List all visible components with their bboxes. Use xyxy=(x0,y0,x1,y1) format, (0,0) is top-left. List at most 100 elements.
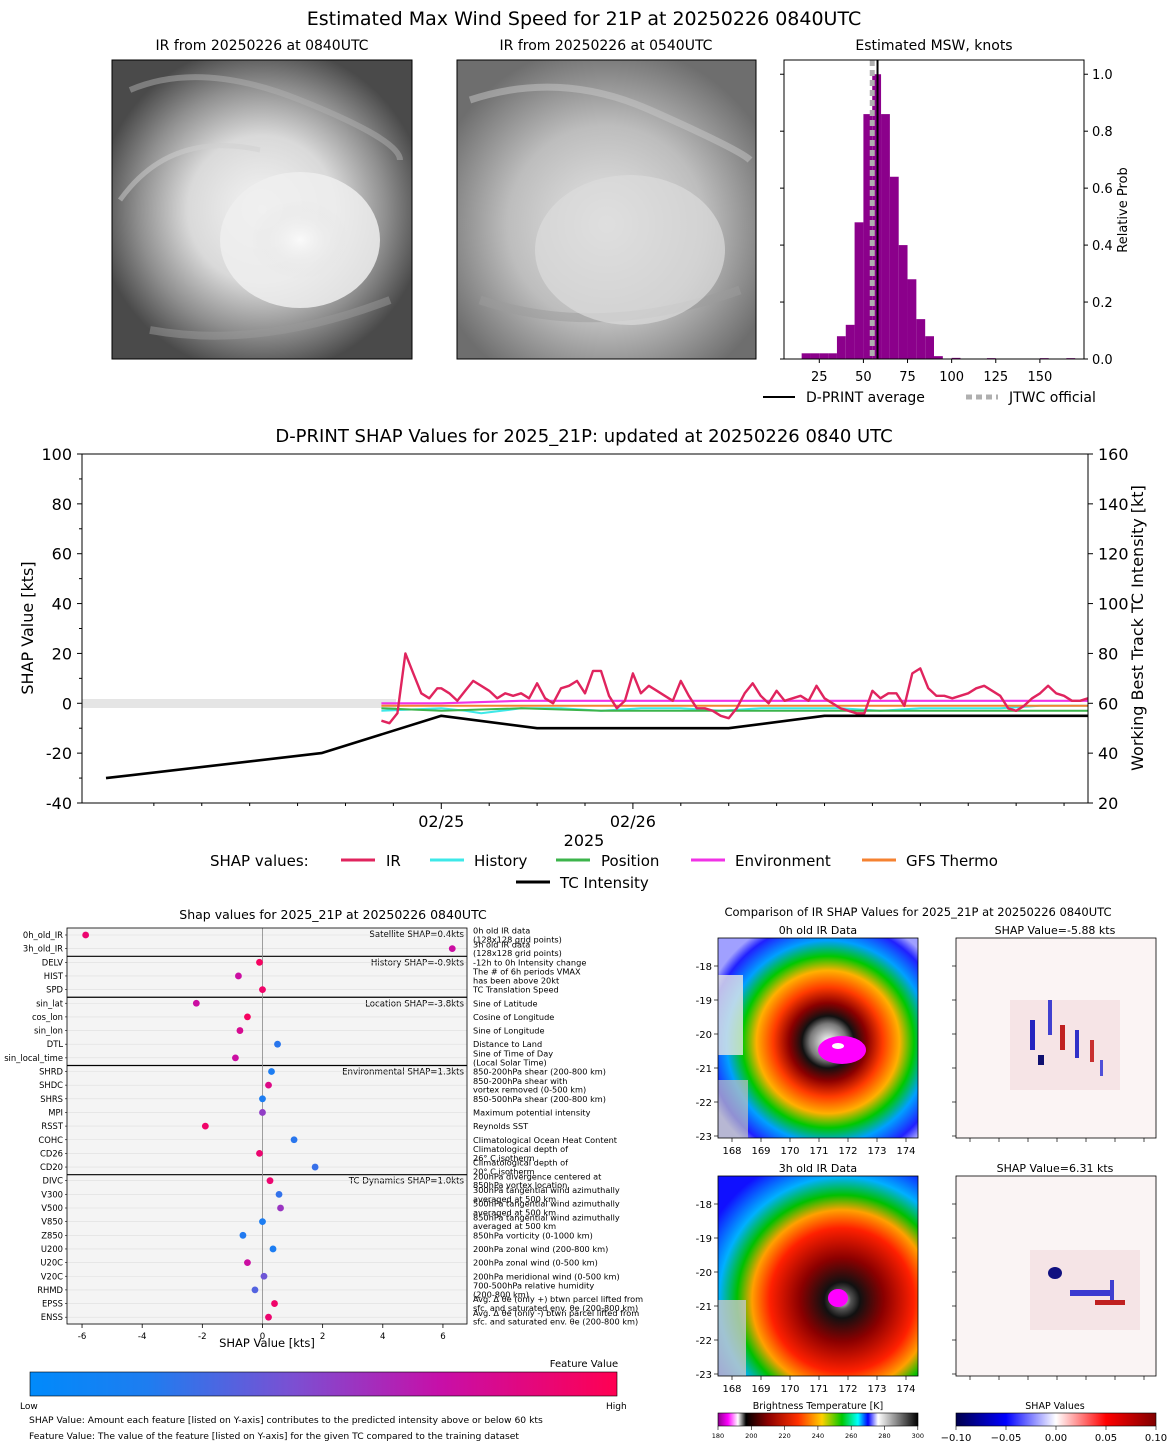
bee-feature-label: CD20 xyxy=(40,1162,63,1172)
bee-xtick-label: -6 xyxy=(78,1332,87,1342)
bee-feature-desc: 200hPa divergence centered at 850hPa vort… xyxy=(473,1171,602,1190)
map-lon-label: 170 xyxy=(780,1146,799,1157)
bee-feature-desc: TC Translation Speed xyxy=(472,985,559,995)
ts-y2tick-label: 40 xyxy=(1098,744,1118,763)
bee-feature-desc: 500hPa tangential wind azimuthally averag… xyxy=(473,1199,620,1218)
ir-now-image xyxy=(111,59,413,360)
bee-feature-desc: 700-500hPa relative humidity (200-800 km) xyxy=(473,1281,594,1300)
hist-bar xyxy=(854,222,864,359)
ts-ytick-label: 20 xyxy=(52,644,72,663)
fv-colorbar xyxy=(29,1371,618,1397)
ts-y2tick-label: 100 xyxy=(1098,595,1129,614)
hist-bar xyxy=(801,353,811,359)
bee-feature-label: sin_lat xyxy=(36,998,64,1008)
bee-feature-desc: 200hPa zonal wind (0-500 km) xyxy=(473,1258,598,1268)
map-lon-label: 169 xyxy=(751,1384,770,1395)
fv-colorbar-high: High xyxy=(606,1402,627,1412)
bee-feature-label: ENSS xyxy=(41,1312,63,1322)
shap-tick-label: −0.05 xyxy=(991,1433,1022,1444)
hist-bar xyxy=(916,319,926,359)
map-lon-label: 174 xyxy=(896,1384,915,1395)
bee-feature-desc: 300hPa tangential wind azimuthally averag… xyxy=(473,1185,620,1204)
ts-series-ir xyxy=(381,652,1089,725)
ts-y2tick-label: 160 xyxy=(1098,445,1129,464)
bee-xlabel: SHAP Value [kts] xyxy=(219,1336,315,1350)
map-lat-label: -20 xyxy=(696,1030,712,1041)
ts-y2tick-label: 20 xyxy=(1098,794,1118,813)
map-lon-label: 171 xyxy=(809,1384,828,1395)
bee-point xyxy=(256,958,263,966)
hist-bar xyxy=(898,245,908,359)
bee-xtick-label: 4 xyxy=(380,1332,385,1342)
hist-bar xyxy=(889,176,899,359)
hist-title: Estimated MSW, knots xyxy=(855,38,1012,54)
bt-tick-label: 220 xyxy=(778,1432,790,1440)
hist-ytick-label: 0.0 xyxy=(1092,353,1113,368)
bee-feature-label: SPD xyxy=(46,985,63,995)
map-lon-label: 168 xyxy=(722,1146,741,1157)
bee-group-band xyxy=(67,1065,467,1175)
comparison-title: Comparison of IR SHAP Values for 2025_21… xyxy=(724,905,1111,919)
ts-ytick-label: -40 xyxy=(46,794,72,813)
ir-prev-title: IR from 20250226 at 0540UTC xyxy=(500,38,713,54)
hist-bar xyxy=(934,356,943,359)
ts-legend-environment: Environment xyxy=(735,852,831,870)
bee-feature-desc: 850hPa tangential wind azimuthally averag… xyxy=(473,1212,620,1231)
hist-bar xyxy=(845,324,855,359)
bee-point xyxy=(259,986,266,993)
map-lat-label: -23 xyxy=(696,1132,712,1143)
hist-bar xyxy=(828,353,837,359)
bee-feature-label: SHRD xyxy=(39,1067,63,1077)
bee-xtick-label: -2 xyxy=(198,1332,207,1342)
bee-xtick-label: 0 xyxy=(260,1332,265,1342)
hist-xtick-label: 50 xyxy=(855,370,872,385)
bee-feature-desc: 200hPa zonal wind (200-800 km) xyxy=(473,1244,608,1254)
bee-group-label: TC Dynamics SHAP=1.0kts xyxy=(348,1177,465,1187)
ts-ytick-label: 100 xyxy=(41,445,72,464)
ir-shap-comparison: Comparison of IR SHAP Values for 2025_21… xyxy=(696,905,1167,1444)
bee-feature-label: 0h_old_IR xyxy=(23,930,63,940)
hist-xtick-label: 150 xyxy=(1027,370,1052,385)
ir-prev-image xyxy=(456,59,757,360)
bee-feature-label: cos_lon xyxy=(32,1012,63,1022)
map-lon-label: 174 xyxy=(896,1146,915,1157)
bee-point xyxy=(244,1259,251,1266)
bee-feature-label: DTL xyxy=(47,1039,64,1049)
map-lon-label: 173 xyxy=(867,1146,886,1157)
ts-series-tc-intensity xyxy=(105,714,1088,780)
hist-bar xyxy=(881,114,890,359)
bee-feature-label: V850 xyxy=(41,1217,63,1227)
bee-feature-desc: -12h to 0h Intensity change xyxy=(473,957,586,967)
bt-tick-label: 240 xyxy=(812,1432,824,1440)
bee-feature-label: 3h_old_IR xyxy=(23,944,63,954)
map-lon-label: 172 xyxy=(838,1146,857,1157)
bee-feature-label: RHMD xyxy=(37,1285,63,1295)
main-title: Estimated Max Wind Speed for 21P at 2025… xyxy=(307,8,861,30)
bee-point xyxy=(274,1040,281,1048)
bee-point xyxy=(244,1013,251,1021)
bt-tick-label: 280 xyxy=(878,1432,890,1440)
ts-y2tick-label: 140 xyxy=(1098,495,1129,514)
bee-feature-desc: Avg. Δ θe (only +) btwn parcel lifted fr… xyxy=(473,1294,643,1313)
bee-point xyxy=(232,1054,239,1062)
fv-colorbar-low: Low xyxy=(20,1402,38,1412)
hist-xtick-label: 125 xyxy=(983,370,1008,385)
ts-frame xyxy=(81,453,1089,804)
bee-point xyxy=(268,1068,275,1075)
map-lat-label: -21 xyxy=(696,1302,712,1313)
shap3-title: SHAP Value=6.31 kts xyxy=(997,1162,1114,1175)
ts-legend-prefix: SHAP values: xyxy=(210,852,309,870)
bee-point xyxy=(260,1272,268,1280)
bee-feature-label: COHC xyxy=(38,1135,63,1145)
ts-legend-ir: IR xyxy=(386,852,401,870)
shap0-map xyxy=(955,937,1157,1139)
bee-point xyxy=(259,1218,266,1226)
hist-bar xyxy=(863,114,873,359)
hist-ytick-label: 0.8 xyxy=(1092,125,1113,140)
bee-feature-label: SHDC xyxy=(39,1080,63,1090)
map-lat-label: -18 xyxy=(696,962,712,973)
ts-y2tick-label: 80 xyxy=(1098,644,1118,663)
hist-ytick-label: 0.2 xyxy=(1092,296,1113,311)
bee-feature-label: MPI xyxy=(48,1107,63,1117)
